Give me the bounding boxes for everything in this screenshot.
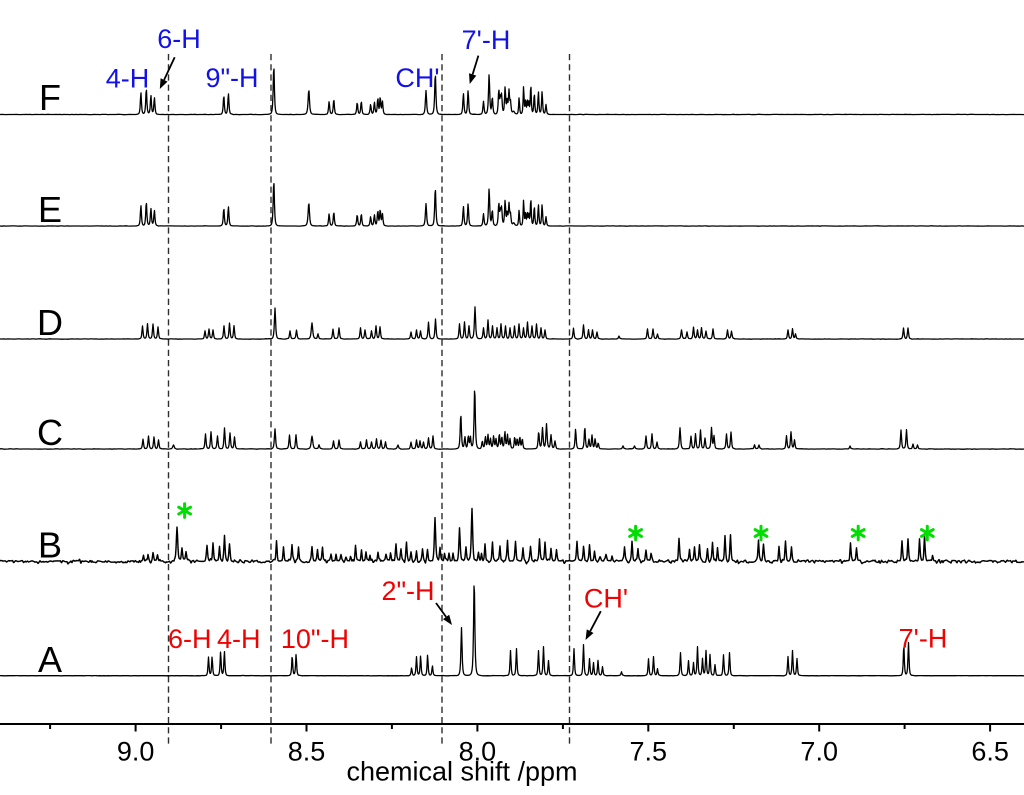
svg-text:8.5: 8.5 [288,737,326,767]
svg-text:6.5: 6.5 [971,737,1009,767]
svg-text:8.0: 8.0 [459,737,497,767]
svg-text:4-H: 4-H [106,64,150,94]
svg-text:7.5: 7.5 [630,737,668,767]
svg-text:CH': CH' [395,63,439,93]
svg-text:7'-H: 7'-H [899,624,948,654]
svg-text:CH': CH' [584,584,628,614]
svg-text:A: A [38,639,62,680]
svg-text:9.0: 9.0 [117,737,155,767]
svg-text:4-H: 4-H [217,624,261,654]
svg-text:chemical shift /ppm: chemical shift /ppm [346,757,577,787]
svg-text:9"-H: 9"-H [205,63,258,93]
svg-text:6-H: 6-H [168,624,212,654]
svg-text:F: F [39,77,61,118]
svg-text:E: E [38,189,62,230]
svg-text:6-H: 6-H [157,24,201,54]
svg-text:7'-H: 7'-H [462,25,511,55]
svg-text:7.0: 7.0 [800,737,838,767]
svg-text:B: B [38,525,62,566]
svg-text:C: C [37,412,63,453]
svg-text:10"-H: 10"-H [281,624,349,654]
svg-text:D: D [37,302,63,343]
svg-text:2"-H: 2"-H [381,576,434,606]
